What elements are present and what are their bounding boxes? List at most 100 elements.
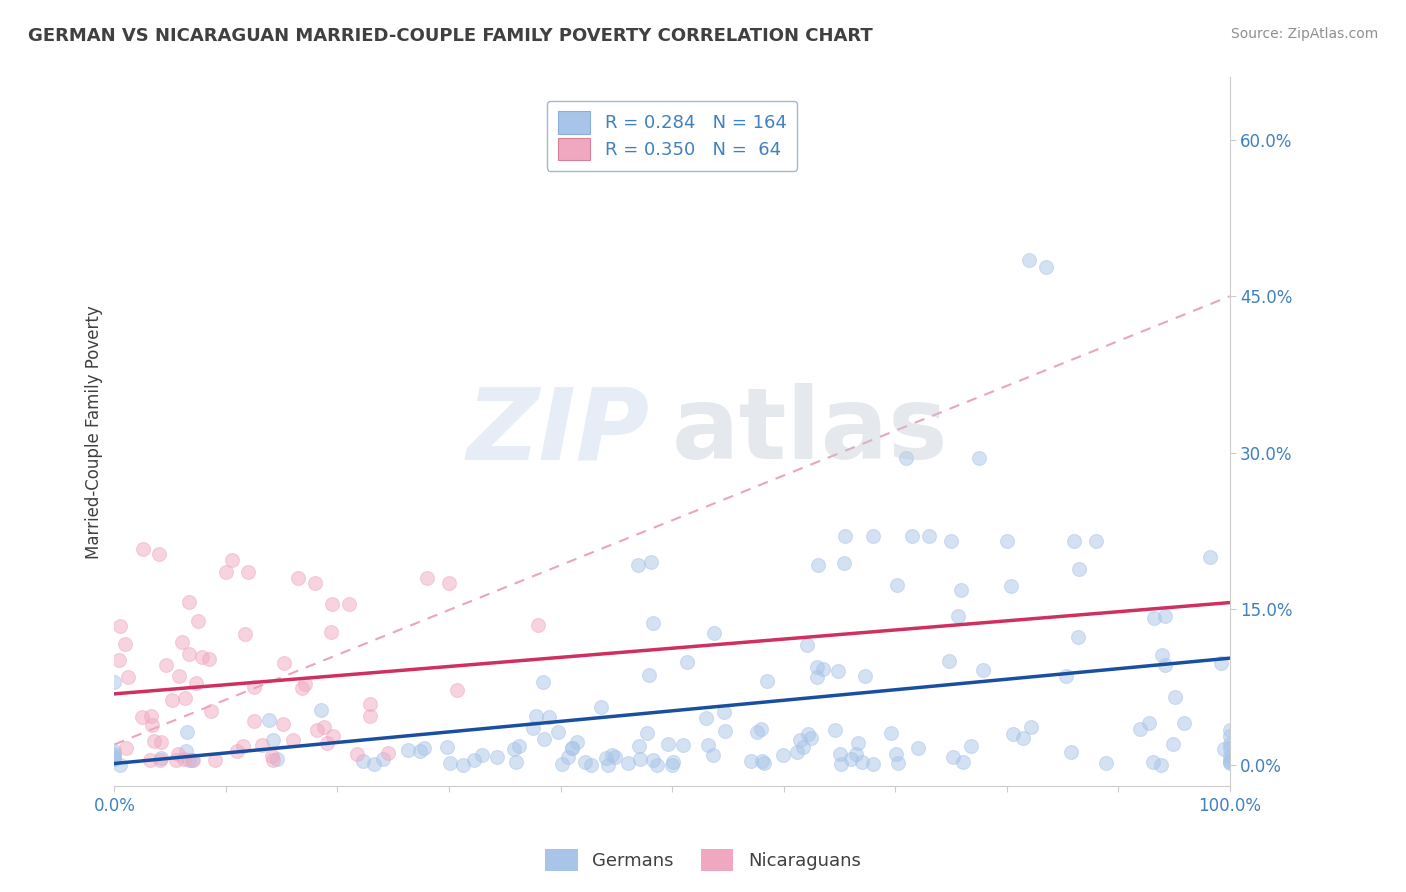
Point — [243, 714, 266, 729]
Point — [505, 755, 527, 769]
Point — [150, 750, 173, 764]
Point — [1209, 657, 1232, 671]
Point — [862, 757, 884, 772]
Point — [181, 753, 204, 767]
Point — [884, 747, 907, 761]
Point — [657, 737, 679, 751]
Point — [636, 726, 658, 740]
Point — [627, 739, 650, 753]
Point — [160, 693, 183, 707]
Point — [695, 711, 717, 725]
Point — [561, 741, 583, 756]
Point — [437, 575, 460, 590]
Point — [1095, 756, 1118, 771]
Point — [1067, 630, 1090, 644]
Point — [377, 746, 399, 760]
Point — [108, 757, 131, 772]
Point — [745, 725, 768, 739]
Point — [907, 741, 929, 756]
Point — [291, 681, 314, 695]
Point — [637, 668, 659, 682]
Point — [846, 736, 869, 750]
Point — [409, 744, 432, 758]
Point — [503, 742, 526, 756]
Point — [1219, 730, 1241, 744]
Point — [166, 747, 188, 761]
Point — [603, 750, 626, 764]
Point — [103, 749, 125, 764]
Point — [131, 541, 153, 556]
Text: ZIP: ZIP — [467, 384, 650, 480]
Point — [204, 753, 226, 767]
Point — [1161, 737, 1184, 751]
Point — [806, 660, 828, 674]
Point — [262, 753, 284, 767]
Point — [294, 677, 316, 691]
Point — [1063, 534, 1085, 549]
Point — [232, 739, 254, 754]
Point — [463, 753, 485, 767]
Point — [1143, 611, 1166, 625]
Point — [103, 674, 125, 689]
Point — [262, 732, 284, 747]
Point — [315, 736, 337, 750]
Point — [628, 752, 651, 766]
Point — [1219, 753, 1241, 767]
Point — [1173, 715, 1195, 730]
Y-axis label: Married-Couple Family Poverty: Married-Couple Family Poverty — [86, 305, 103, 558]
Point — [640, 555, 662, 569]
Point — [412, 740, 434, 755]
Point — [887, 756, 910, 771]
Point — [1137, 716, 1160, 731]
Point — [1142, 756, 1164, 770]
Legend: Germans, Nicaraguans: Germans, Nicaraguans — [538, 842, 868, 879]
Point — [191, 650, 214, 665]
Point — [359, 697, 381, 711]
Point — [1000, 579, 1022, 593]
Point — [485, 750, 508, 764]
Point — [1164, 690, 1187, 705]
Point — [830, 757, 852, 772]
Point — [702, 747, 724, 762]
Point — [114, 638, 136, 652]
Point — [672, 738, 695, 752]
Point — [574, 756, 596, 770]
Point — [946, 608, 969, 623]
Point — [363, 757, 385, 772]
Point — [834, 529, 856, 543]
Point — [627, 558, 650, 573]
Point — [107, 652, 129, 666]
Point — [179, 753, 201, 767]
Point — [641, 616, 664, 631]
Point — [283, 732, 305, 747]
Point — [176, 725, 198, 739]
Point — [155, 658, 177, 673]
Point — [789, 733, 811, 747]
Point — [1219, 756, 1241, 771]
Point — [755, 674, 778, 689]
Point — [1219, 741, 1241, 756]
Point — [1035, 260, 1057, 274]
Point — [972, 664, 994, 678]
Point — [589, 700, 612, 714]
Point — [436, 739, 458, 754]
Point — [103, 752, 125, 766]
Point — [321, 625, 343, 640]
Point — [439, 756, 461, 770]
Point — [851, 755, 873, 769]
Point — [115, 741, 138, 756]
Point — [103, 752, 125, 766]
Point — [221, 552, 243, 566]
Point — [1154, 658, 1177, 673]
Point — [526, 709, 548, 723]
Point — [1018, 252, 1040, 267]
Point — [661, 757, 683, 772]
Point — [824, 723, 846, 737]
Point — [337, 597, 360, 611]
Point — [645, 758, 668, 772]
Point — [186, 675, 208, 690]
Point — [676, 655, 699, 669]
Point — [527, 617, 550, 632]
Point — [845, 747, 868, 762]
Point — [796, 638, 818, 652]
